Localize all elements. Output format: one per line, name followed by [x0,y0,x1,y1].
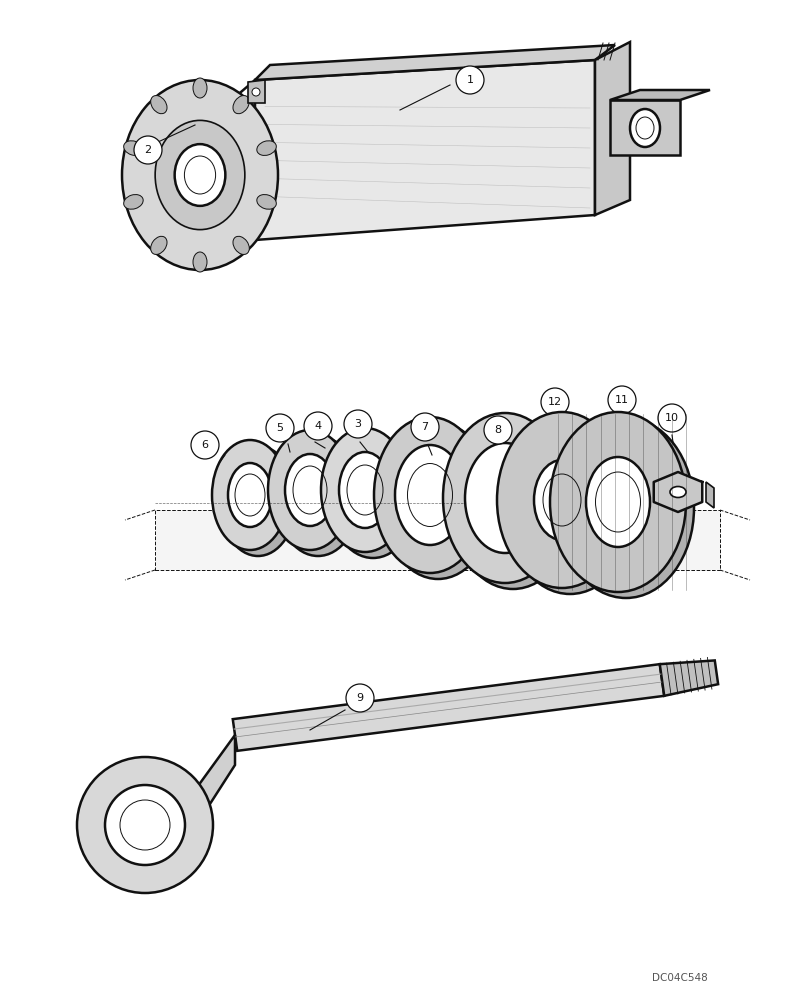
Text: 6: 6 [201,440,208,450]
Circle shape [345,684,374,712]
Ellipse shape [256,141,276,155]
Ellipse shape [465,443,544,553]
Ellipse shape [504,418,634,594]
Ellipse shape [174,144,225,206]
Polygon shape [233,664,663,751]
Ellipse shape [220,446,296,556]
Ellipse shape [155,120,245,230]
Text: 3: 3 [354,419,361,429]
Ellipse shape [629,109,659,147]
Circle shape [77,757,212,893]
Ellipse shape [381,423,493,579]
Text: 7: 7 [421,422,428,432]
Circle shape [266,414,294,442]
Ellipse shape [228,463,272,527]
Polygon shape [659,660,717,696]
Text: 4: 4 [314,421,321,431]
Circle shape [657,404,685,432]
Text: 1: 1 [466,75,473,85]
Ellipse shape [374,417,486,573]
Circle shape [251,88,260,96]
Circle shape [134,136,162,164]
Polygon shape [247,80,264,103]
Ellipse shape [123,141,143,155]
Ellipse shape [549,412,685,592]
Ellipse shape [534,460,590,540]
Polygon shape [609,100,679,155]
Ellipse shape [557,418,693,598]
Polygon shape [594,42,629,215]
Ellipse shape [450,419,574,589]
Polygon shape [653,472,702,512]
Text: 8: 8 [494,425,501,435]
Text: 11: 11 [614,395,629,405]
Ellipse shape [669,487,685,497]
Circle shape [303,412,332,440]
Ellipse shape [123,195,143,209]
Ellipse shape [268,430,351,550]
Ellipse shape [151,236,167,254]
Ellipse shape [276,436,359,556]
Circle shape [540,388,569,416]
Polygon shape [255,45,614,80]
Ellipse shape [122,80,277,270]
Ellipse shape [193,78,207,98]
Text: 10: 10 [664,413,678,423]
Circle shape [456,66,483,94]
Polygon shape [705,482,713,508]
Circle shape [344,410,371,438]
Ellipse shape [151,96,167,114]
Ellipse shape [285,454,335,526]
Text: 12: 12 [547,397,561,407]
Circle shape [191,431,219,459]
Circle shape [483,416,512,444]
Polygon shape [609,90,709,100]
Ellipse shape [320,428,409,552]
Polygon shape [155,510,719,570]
Ellipse shape [586,457,649,547]
Polygon shape [190,735,234,835]
Circle shape [105,785,185,865]
Text: 5: 5 [277,423,283,433]
Ellipse shape [338,452,391,528]
Ellipse shape [496,412,626,588]
Text: 2: 2 [144,145,152,155]
Ellipse shape [212,440,288,550]
Text: 9: 9 [356,693,363,703]
Ellipse shape [443,413,566,583]
Circle shape [410,413,439,441]
Ellipse shape [394,445,465,545]
Ellipse shape [256,195,276,209]
Circle shape [607,386,635,414]
Polygon shape [255,60,594,240]
Ellipse shape [328,434,417,558]
Text: DC04C548: DC04C548 [651,973,707,983]
Ellipse shape [233,96,249,114]
Ellipse shape [193,252,207,272]
Ellipse shape [233,236,249,254]
